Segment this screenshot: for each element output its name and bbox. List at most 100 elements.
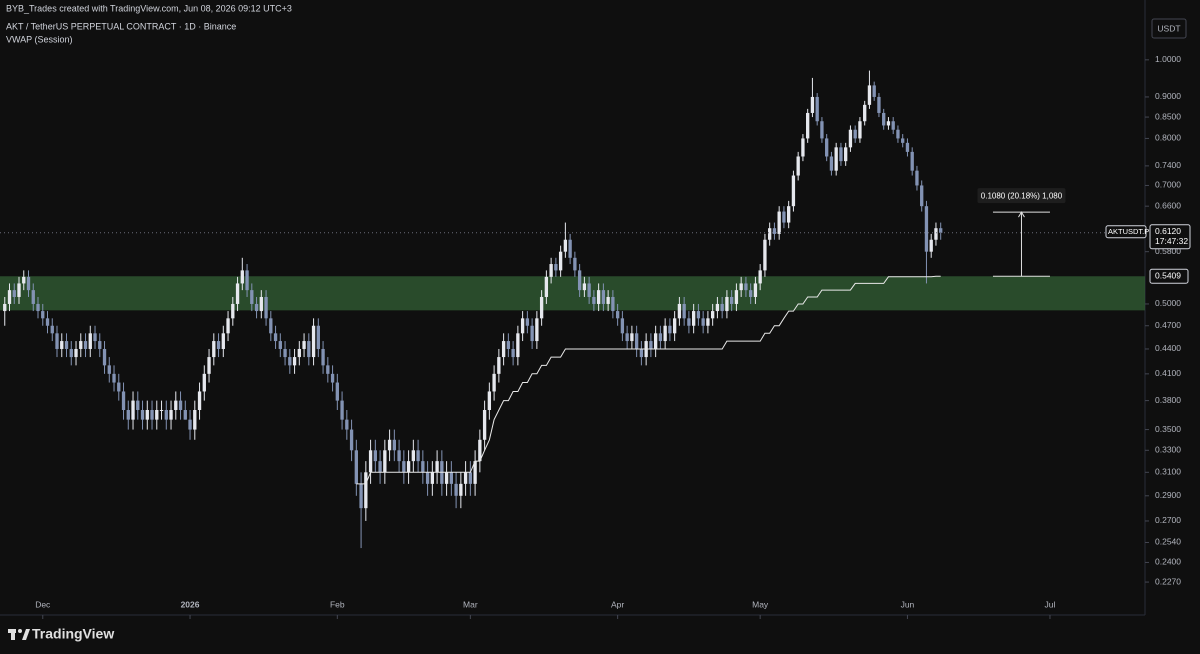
candle-body <box>121 391 126 410</box>
candle-body <box>425 472 430 484</box>
currency-box[interactable] <box>1151 18 1187 39</box>
candle-body <box>606 296 610 304</box>
candle-body <box>364 472 368 509</box>
y-tick-label: 0.3100 <box>1155 467 1181 477</box>
candle-body <box>492 373 496 392</box>
candle-body <box>264 296 268 319</box>
candle-body <box>307 341 311 358</box>
candle-body <box>216 341 221 349</box>
candle-body <box>259 296 263 312</box>
candle-body <box>150 409 154 420</box>
countdown: 17:47:32 <box>1155 236 1188 246</box>
candle-body <box>749 290 753 297</box>
candle-body <box>682 303 686 319</box>
candle-body <box>117 382 121 392</box>
candle-body <box>354 450 358 484</box>
candle-body <box>710 311 715 319</box>
y-tick-label: 0.3500 <box>1155 424 1181 434</box>
logo-icon <box>8 629 30 640</box>
candle-body <box>796 156 800 176</box>
candle-body <box>98 341 102 349</box>
candle-body <box>17 283 21 297</box>
candle-body <box>226 318 230 334</box>
candle-body <box>402 461 406 473</box>
candle-body <box>212 341 216 358</box>
candle-body <box>174 400 178 410</box>
x-tick-label: Feb <box>330 599 345 609</box>
candle-body <box>520 318 525 334</box>
currency[interactable]: USDT <box>1157 23 1180 33</box>
candle-body <box>411 450 416 462</box>
candle-body <box>929 239 933 252</box>
candle-body <box>791 175 796 207</box>
candle-body <box>582 283 587 291</box>
candle-body <box>896 129 900 139</box>
candle-body <box>235 283 240 304</box>
measure-label-box <box>977 188 1066 204</box>
candle-body <box>758 270 762 284</box>
candle-body <box>22 276 26 284</box>
vwap-line <box>356 275 941 485</box>
candle-body <box>882 112 886 126</box>
support-zone <box>0 276 1145 311</box>
candle-body <box>535 318 539 342</box>
y-tick-label: 0.8000 <box>1155 133 1181 143</box>
candle-body <box>939 228 943 233</box>
candle-body <box>601 290 606 304</box>
plot <box>0 70 1145 549</box>
candle-body <box>93 333 97 342</box>
candle-body <box>563 239 568 252</box>
candle-body <box>801 138 805 157</box>
candle-body <box>478 439 482 462</box>
candle-body <box>288 357 292 366</box>
candle-body <box>164 409 168 420</box>
candle-body <box>844 147 848 162</box>
candle-body <box>473 461 477 484</box>
candle-body <box>140 409 145 420</box>
y-tick-label: 0.4400 <box>1155 343 1181 353</box>
candle-body <box>392 439 396 451</box>
zone-label-box <box>1149 268 1189 284</box>
candle-body <box>12 290 16 297</box>
y-tick-label: 0.2700 <box>1155 515 1181 525</box>
candle-body <box>454 483 458 496</box>
candle-body <box>592 296 596 304</box>
candle-body <box>207 357 211 374</box>
candle-body <box>345 419 349 430</box>
candle-body <box>763 239 767 271</box>
candle-body <box>806 112 810 139</box>
candle-body <box>672 318 677 334</box>
candle-body <box>463 472 468 484</box>
symbol-box <box>1105 225 1147 239</box>
x-tick-label: Dec <box>35 599 51 609</box>
candle-body <box>297 348 301 358</box>
candle-body <box>444 472 449 484</box>
candle-body <box>7 290 12 304</box>
candle-body <box>430 472 435 484</box>
candle-body <box>449 472 454 484</box>
candle-body <box>231 303 235 319</box>
x-tick-label: Mar <box>463 599 478 609</box>
candle-body <box>221 333 225 349</box>
candle-body <box>630 333 634 342</box>
y-tick-label: 0.2900 <box>1155 490 1181 500</box>
x-tick-label: Jun <box>901 599 915 609</box>
candle-body <box>839 147 843 162</box>
candle-body <box>311 325 316 358</box>
candle-body <box>378 461 382 473</box>
candle-body <box>26 276 31 291</box>
candle-body <box>435 461 439 473</box>
attribution: BYB_Trades created with TradingView.com,… <box>6 3 292 13</box>
y-tick-label: 0.4100 <box>1155 368 1181 378</box>
candle-body <box>278 341 282 349</box>
candle-body <box>620 318 625 334</box>
candle-body <box>858 121 862 139</box>
candle-body <box>383 450 387 473</box>
candle-body <box>549 264 553 277</box>
candle-body <box>169 409 173 420</box>
indicator-legend: VWAP (Session) <box>6 34 73 44</box>
candle-body <box>330 373 335 383</box>
candle-body <box>416 450 420 462</box>
candle-body <box>853 129 857 139</box>
candle-body <box>611 296 615 312</box>
